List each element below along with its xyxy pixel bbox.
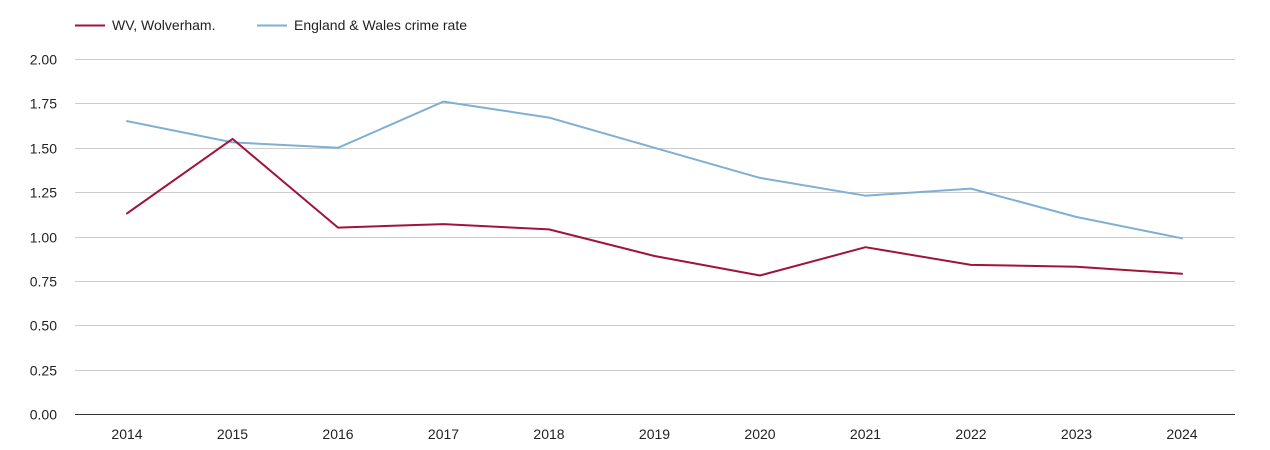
y-tick-label: 1.00 bbox=[30, 230, 57, 246]
x-axis: 2014 2015 2016 2017 2018 2019 2020 2021 2022 2023… bbox=[75, 414, 1235, 442]
x-tick-label: 2023 bbox=[1061, 426, 1092, 442]
series-line-england-wales bbox=[126, 100, 1183, 240]
x-tick-label: 2018 bbox=[533, 426, 564, 442]
y-tick-label: 1.25 bbox=[30, 185, 57, 201]
x-tick-label: 2019 bbox=[639, 426, 670, 442]
series-line-wv-wolverhampton bbox=[126, 137, 1183, 277]
gridlines bbox=[75, 59, 1235, 371]
legend-label: WV, Wolverham. bbox=[112, 17, 215, 33]
x-tick-label: 2024 bbox=[1166, 426, 1197, 442]
x-tick-label: 2020 bbox=[744, 426, 775, 442]
y-tick-label: 1.75 bbox=[30, 96, 57, 112]
x-tick-label: 2014 bbox=[111, 426, 142, 442]
legend-label: England & Wales crime rate bbox=[294, 17, 467, 33]
legend: WV, Wolverham. England & Wales crime rate bbox=[75, 17, 467, 33]
y-tick-label: 0.50 bbox=[30, 318, 57, 334]
y-tick-label: 0.25 bbox=[30, 363, 57, 379]
y-tick-label: 0.00 bbox=[30, 407, 57, 423]
series-lines bbox=[126, 100, 1183, 277]
x-tick-label: 2015 bbox=[217, 426, 248, 442]
x-tick-label: 2016 bbox=[322, 426, 353, 442]
y-axis: 0.00 0.25 0.50 0.75 1.00 1.25 1.50 1.75 2.00 bbox=[30, 52, 57, 423]
y-tick-label: 2.00 bbox=[30, 52, 57, 68]
y-tick-label: 1.50 bbox=[30, 141, 57, 157]
x-tick-label: 2022 bbox=[955, 426, 986, 442]
x-tick-label: 2017 bbox=[428, 426, 459, 442]
y-tick-label: 0.75 bbox=[30, 274, 57, 290]
x-tick-label: 2021 bbox=[850, 426, 881, 442]
